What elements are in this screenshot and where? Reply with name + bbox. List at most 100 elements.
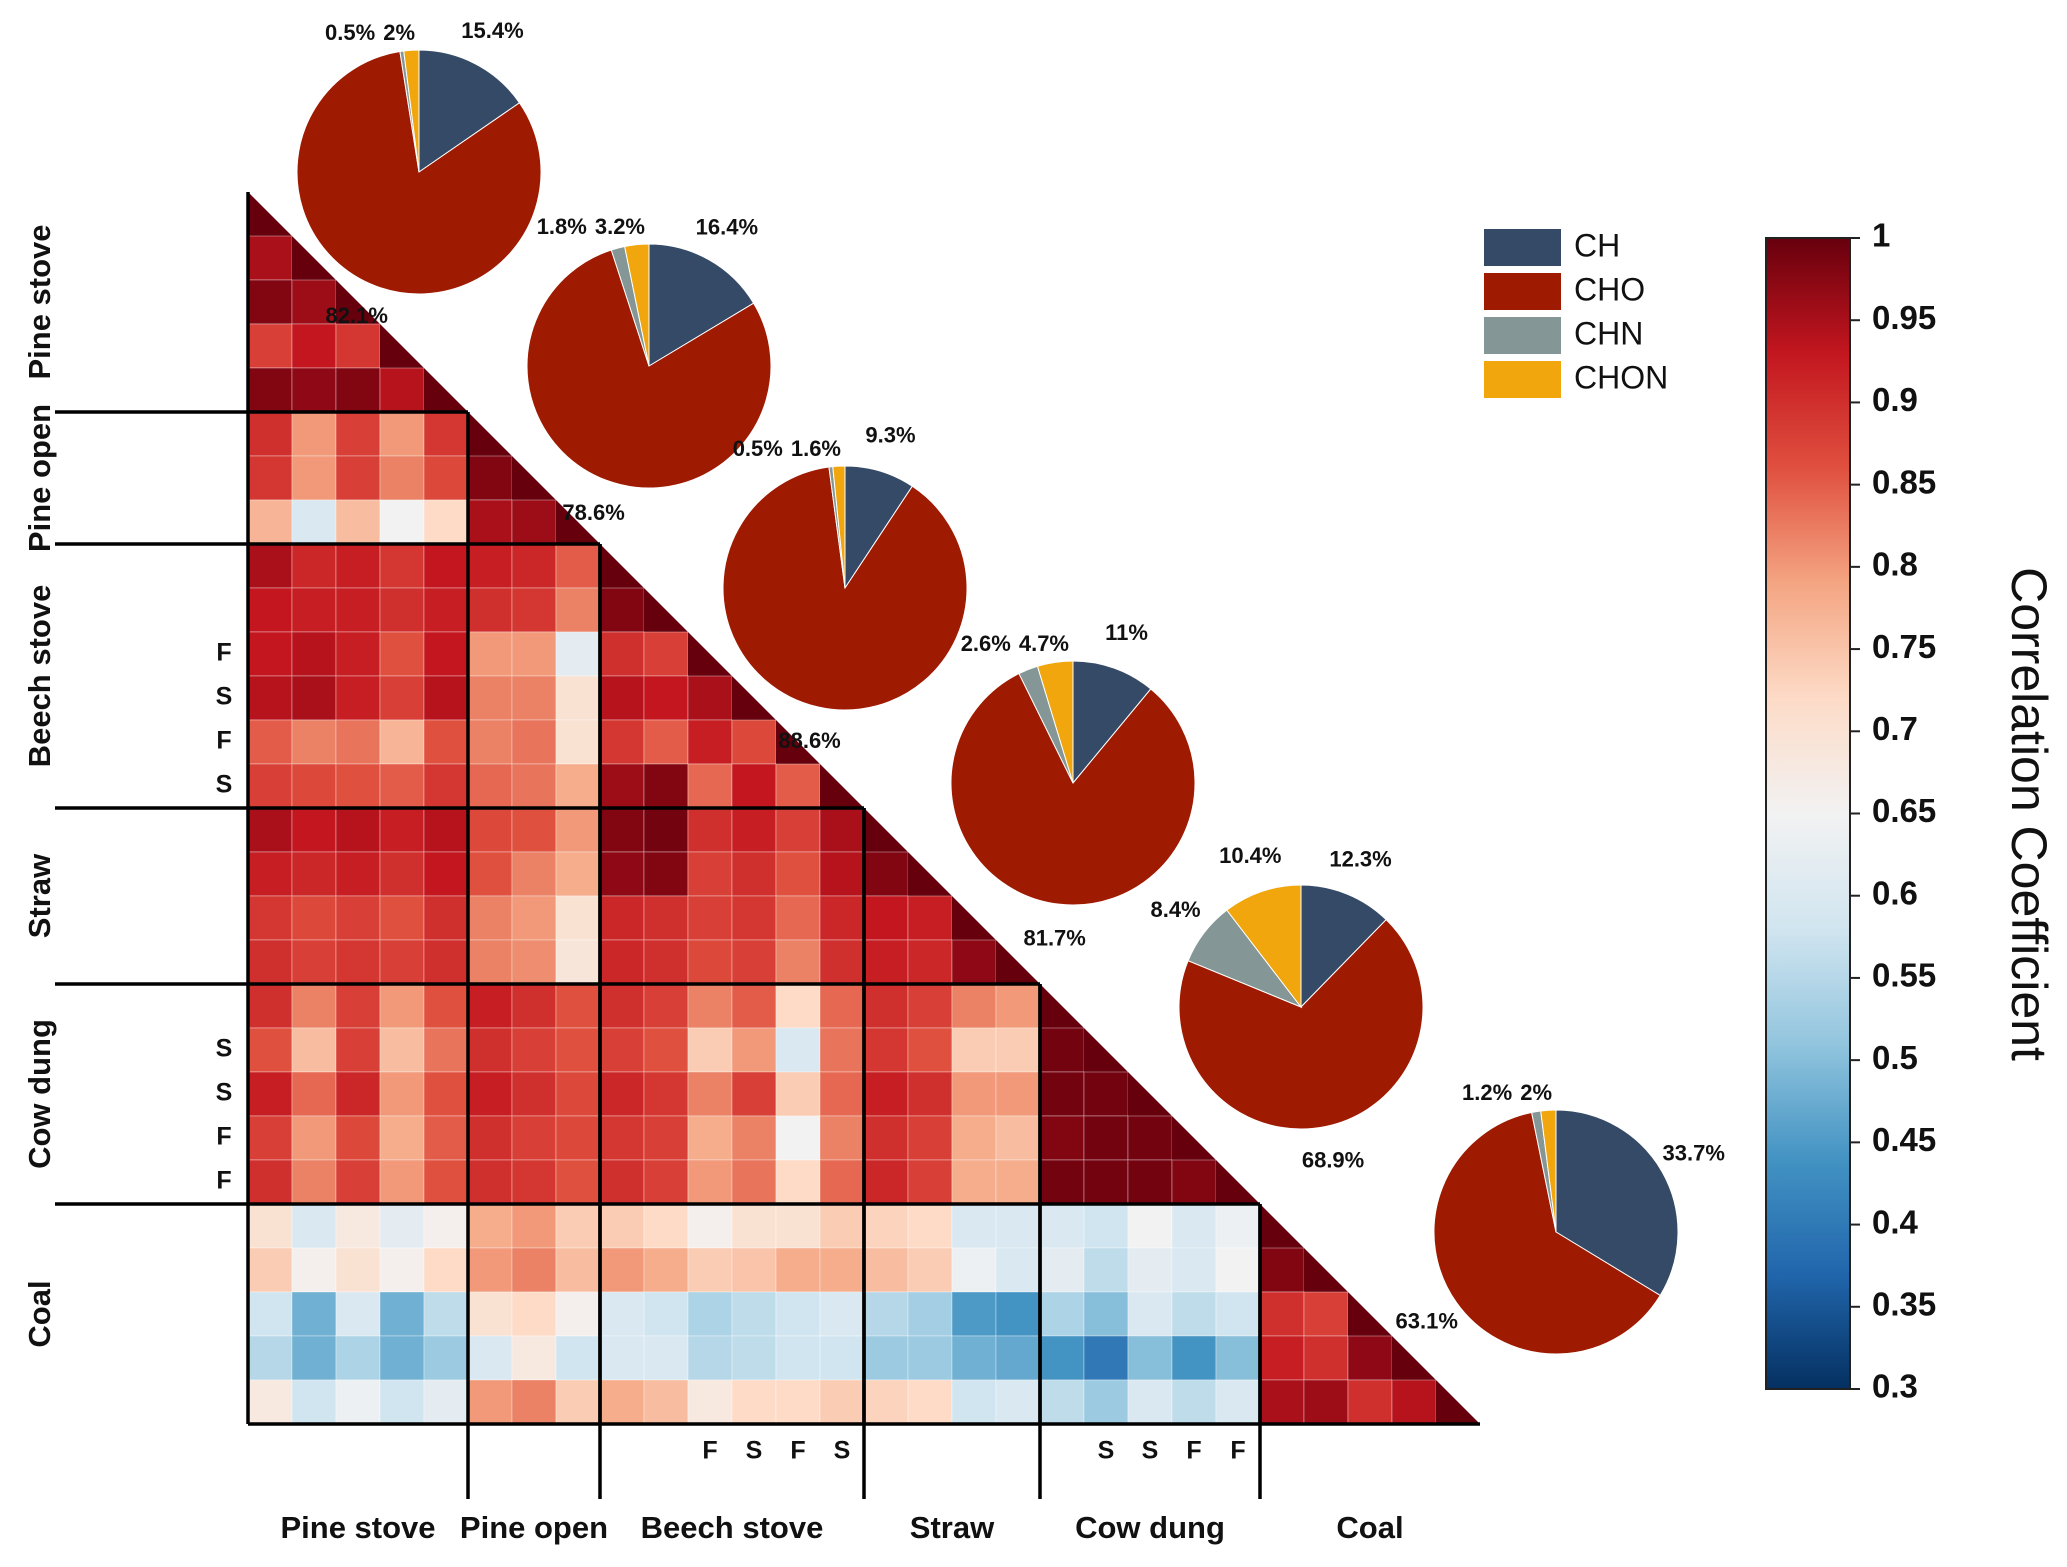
heatmap-cell: [468, 412, 512, 456]
heatmap-cell: [644, 588, 688, 632]
heatmap-cell: [951, 1291, 997, 1337]
column-sample-label: S: [1098, 1437, 1115, 1465]
heatmap-cell: [907, 1027, 953, 1073]
heatmap-cell: [511, 895, 557, 941]
heatmap-cell: [643, 807, 689, 853]
heatmap-cell: [555, 631, 601, 677]
heatmap-cell: [643, 983, 689, 1029]
heatmap-cell: [247, 807, 293, 853]
heatmap-cell: [335, 1335, 381, 1381]
heatmap-cell: [1127, 1115, 1173, 1161]
pie-label: 88.6%: [778, 728, 840, 753]
heatmap-cell: [1083, 1247, 1129, 1293]
heatmap-cell: [247, 411, 293, 457]
heatmap-cell: [951, 1071, 997, 1117]
heatmap-cell: [467, 939, 513, 985]
heatmap-cell: [863, 1335, 909, 1381]
heatmap-cell: [1215, 1335, 1261, 1381]
heatmap-cell: [643, 1071, 689, 1117]
heatmap-cell: [995, 1291, 1041, 1337]
pie-label: 1.8%: [537, 214, 587, 239]
heatmap-cell: [907, 983, 953, 1029]
legend-swatch: [1484, 229, 1561, 266]
heatmap-cell: [643, 1379, 689, 1425]
heatmap-cell: [687, 851, 733, 897]
heatmap-cell: [291, 455, 337, 501]
heatmap-cell: [291, 1071, 337, 1117]
heatmap-cell: [1127, 1159, 1173, 1205]
heatmap-cell: [1259, 1335, 1305, 1381]
pie-slice: [418, 49, 521, 173]
heatmap-cell: [467, 1203, 513, 1249]
legend-swatch: [1484, 273, 1561, 310]
heatmap-cell: [863, 939, 909, 985]
heatmap-cell: [1039, 1203, 1085, 1249]
heatmap-cell: [335, 543, 381, 589]
heatmap-cell: [291, 1027, 337, 1073]
pie-slice: [1540, 1109, 1557, 1233]
heatmap-cell: [731, 895, 777, 941]
heatmap-cell: [995, 1247, 1041, 1293]
pie-slice: [1178, 918, 1424, 1130]
heatmap-cell: [820, 764, 864, 808]
heatmap-cell: [335, 1027, 381, 1073]
heatmap-cell: [379, 411, 425, 457]
column-sample-label: F: [702, 1437, 717, 1465]
row-sample-label: F: [216, 639, 231, 667]
heatmap-cell: [819, 1159, 865, 1205]
heatmap-cell: [863, 1115, 909, 1161]
heatmap-cell: [511, 543, 557, 589]
heatmap-cell: [335, 763, 381, 809]
column-sample-label: S: [1142, 1437, 1159, 1465]
heatmap-cell: [951, 1115, 997, 1161]
heatmap-cell: [511, 719, 557, 765]
heatmap-cell: [247, 1335, 293, 1381]
heatmap-cell: [335, 1247, 381, 1293]
heatmap-cell: [599, 807, 645, 853]
heatmap-cell: [555, 1291, 601, 1337]
heatmap-cell: [599, 1159, 645, 1205]
pie-label: 78.6%: [562, 500, 624, 525]
heatmap-cell: [951, 1027, 997, 1073]
heatmap-cell: [555, 763, 601, 809]
heatmap-cell: [511, 939, 557, 985]
heatmap-cell: [863, 851, 909, 897]
heatmap-cell: [731, 1159, 777, 1205]
heatmap-cell: [1347, 1379, 1393, 1425]
heatmap-cell: [379, 1203, 425, 1249]
heatmap-cell: [335, 1159, 381, 1205]
heatmap-cell: [1215, 1291, 1261, 1337]
pie-label: 8.4%: [1150, 897, 1200, 922]
heatmap-cell: [467, 1335, 513, 1381]
heatmap-cell: [1171, 1379, 1217, 1425]
heatmap-cell: [467, 543, 513, 589]
heatmap-cell: [511, 1247, 557, 1293]
pie-label: 16.4%: [696, 214, 758, 239]
heatmap-cell: [1127, 1379, 1173, 1425]
row-sample-label: F: [216, 1167, 231, 1195]
heatmap-cell: [555, 719, 601, 765]
legend-label: CH: [1574, 227, 1620, 263]
heatmap-cell: [863, 1247, 909, 1293]
pie-slice: [624, 243, 650, 367]
heatmap-cell: [511, 1071, 557, 1117]
pie-slice: [1300, 884, 1387, 1009]
heatmap-cell: [335, 675, 381, 721]
column-group-label: Beech stove: [641, 1510, 824, 1545]
heatmap-cell: [555, 1379, 601, 1425]
heatmap-cell: [379, 763, 425, 809]
heatmap-cell: [247, 587, 293, 633]
heatmap-cell: [907, 1115, 953, 1161]
heatmap-cell: [511, 1335, 557, 1381]
heatmap-cell: [687, 1379, 733, 1425]
heatmap-cell: [732, 676, 776, 720]
heatmap-cell: [600, 544, 644, 588]
heatmap-cell: [687, 807, 733, 853]
heatmap-cell: [467, 1291, 513, 1337]
heatmap-cell: [379, 455, 425, 501]
row-sample-label: S: [216, 683, 233, 711]
heatmap-cell: [424, 368, 468, 412]
colorbar-tick-label: 0.4: [1872, 1203, 1919, 1240]
heatmap-cell: [291, 763, 337, 809]
colorbar-tick-label: 1: [1872, 217, 1890, 254]
